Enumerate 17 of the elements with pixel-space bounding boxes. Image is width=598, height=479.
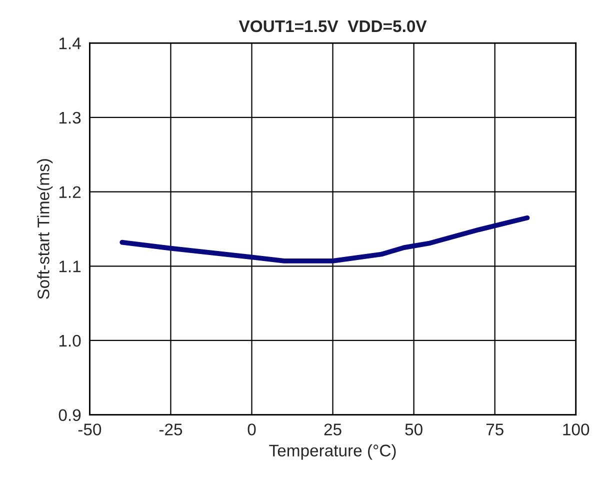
x-tick-label: 0 [248, 424, 256, 436]
x-tick-label: 100 [563, 424, 590, 436]
x-tick-label: -50 [78, 424, 102, 436]
y-axis-title: Soft-start Time(ms) [37, 159, 53, 300]
chart-title: VOUT1=1.5V VDD=5.0V [238, 20, 427, 32]
y-tick-label: 1.1 [59, 260, 81, 272]
y-tick-label: 1.0 [59, 334, 81, 347]
x-tick-label: -25 [159, 424, 182, 436]
y-tick-label: 1.4 [59, 38, 81, 50]
x-tick-label: 50 [405, 424, 422, 436]
x-tick-label: 25 [324, 424, 342, 436]
y-tick-label: 0.9 [58, 409, 81, 422]
x-axis-title: Temperature (°C) [269, 444, 396, 460]
y-tick-label: 1.3 [59, 112, 81, 124]
line-series [120, 215, 530, 264]
x-tick-label: 75 [486, 424, 504, 436]
y-tick-label: 1.2 [59, 186, 81, 198]
